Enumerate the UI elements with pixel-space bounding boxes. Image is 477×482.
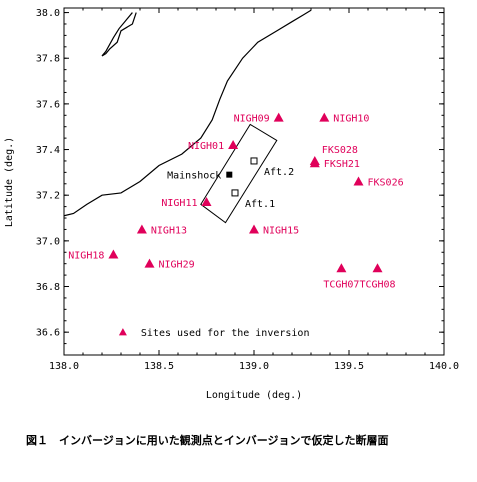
y-tick-label: 36.6	[36, 328, 60, 339]
site-marker	[249, 224, 259, 234]
site-label: FKS028	[322, 145, 358, 156]
site-marker	[136, 224, 147, 234]
fault-plane-layer	[200, 123, 278, 224]
site-marker	[372, 263, 383, 273]
mainshock-label: Mainshock	[167, 171, 221, 182]
x-tick-label: 139.0	[239, 361, 269, 372]
site-marker	[309, 158, 320, 168]
x-tick-label: 138.0	[49, 361, 79, 372]
figure-caption: 図１ インバージョンに用いた観測点とインバージョンで仮定した断層面	[26, 434, 389, 447]
y-tick-label: 37.8	[36, 54, 60, 65]
y-tick-label: 36.8	[36, 282, 60, 293]
site-marker	[273, 112, 284, 122]
site-marker	[319, 112, 330, 122]
site-label: NIGH13	[151, 225, 187, 236]
site-label: NIGH09	[234, 114, 270, 125]
legend: Sites used for the inversion	[118, 328, 310, 339]
y-tick-label: 37.0	[36, 236, 60, 247]
aftershock-marker	[231, 189, 239, 197]
y-tick-label: 38.0	[36, 8, 60, 19]
legend-site-marker	[118, 328, 127, 336]
sites-layer: NIGH09 NIGH10 NIGH01 FKS028 FKSH21 FKS026 NIGH…	[68, 112, 404, 290]
aftershock-marker	[250, 157, 258, 165]
y-tick-label: 37.4	[36, 145, 60, 156]
axis-ticks: 138.0 138.5 139.0 139.5 140.0 36.6 36.8 37.0 37.…	[36, 8, 459, 372]
site-label: NIGH10	[333, 114, 369, 125]
fault-plane	[200, 123, 278, 224]
site-marker	[108, 249, 119, 259]
y-tick-label: 37.2	[36, 191, 60, 202]
y-axis-label: Latitude (deg.)	[4, 137, 15, 227]
site-label: NIGH11	[161, 198, 197, 209]
legend-text: Sites used for the inversion	[141, 328, 310, 339]
chart: 138.0 138.5 139.0 139.5 140.0 36.6 36.8 37.0 37.…	[4, 7, 459, 401]
events-layer: Mainshock Aft.1 Aft.2	[167, 157, 294, 210]
site-marker	[144, 258, 155, 268]
site-marker	[228, 139, 239, 149]
site-label: NIGH18	[68, 251, 104, 262]
site-label: NIGH01	[188, 141, 224, 152]
site-label: FKSH21	[324, 159, 360, 170]
mainshock-marker	[226, 171, 233, 178]
island-coast	[101, 12, 137, 57]
aftershock-label: Aft.1	[245, 199, 275, 210]
site-marker	[201, 197, 212, 207]
site-marker	[353, 176, 364, 186]
site-label: TCGH07	[323, 279, 359, 290]
x-axis-label: Longitude (deg.)	[206, 390, 302, 401]
site-marker	[336, 263, 347, 273]
site-label: TCGH08	[359, 279, 395, 290]
x-tick-label: 138.5	[144, 361, 174, 372]
site-label: FKS026	[368, 178, 404, 189]
site-label: NIGH29	[159, 260, 195, 271]
y-tick-label: 37.6	[36, 99, 60, 110]
x-tick-label: 140.0	[429, 361, 459, 372]
coastline-layer	[63, 9, 312, 217]
aftershock-label: Aft.2	[264, 167, 294, 178]
x-tick-label: 139.5	[334, 361, 364, 372]
coastline	[63, 9, 312, 217]
site-label: NIGH15	[263, 225, 299, 236]
